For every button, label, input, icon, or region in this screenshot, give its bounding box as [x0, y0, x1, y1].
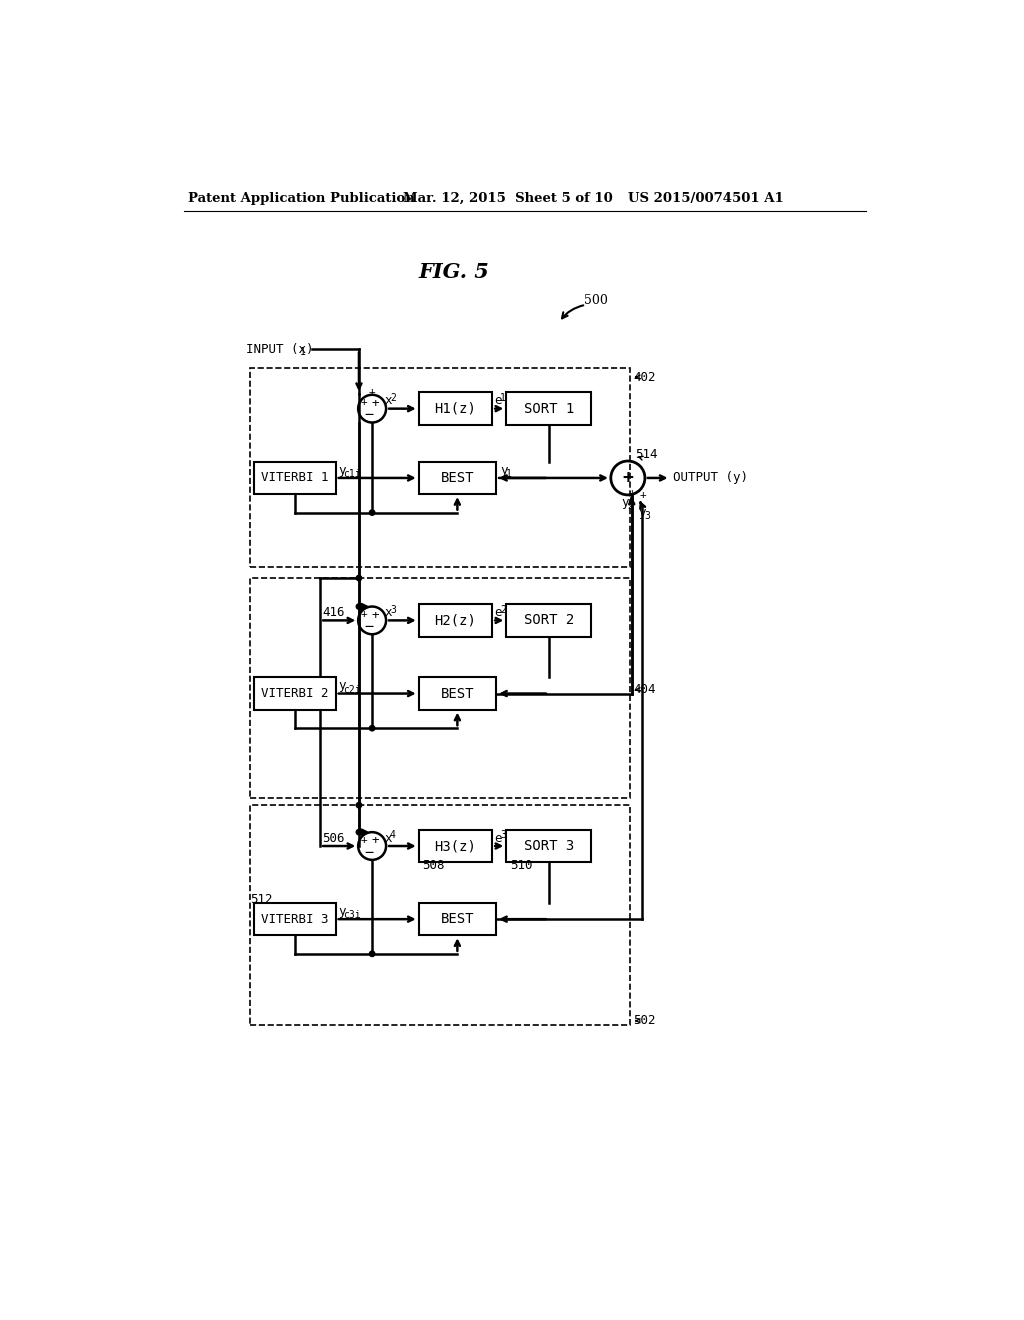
Bar [251, 578, 630, 797]
Text: +: + [361, 397, 368, 408]
Text: x: x [385, 832, 392, 845]
Text: e: e [495, 832, 502, 845]
Text: Patent Application Publication: Patent Application Publication [188, 191, 415, 205]
Text: 500: 500 [584, 294, 607, 308]
Text: H1(z): H1(z) [434, 401, 476, 416]
Text: x: x [385, 606, 392, 619]
Circle shape [356, 803, 361, 808]
Text: 3: 3 [644, 511, 650, 521]
Text: −: − [365, 619, 374, 634]
Bar [419, 903, 496, 936]
Text: 508: 508 [423, 859, 445, 871]
Bar [254, 903, 336, 936]
Text: −: − [365, 408, 374, 422]
Text: OUTPUT (y): OUTPUT (y) [673, 471, 748, 484]
Text: BEST: BEST [440, 471, 474, 484]
Text: ): ) [305, 343, 313, 356]
Text: 506: 506 [323, 832, 345, 845]
Text: +: + [372, 609, 379, 622]
Bar [251, 805, 630, 1024]
Text: y: y [500, 463, 508, 477]
Text: BEST: BEST [440, 686, 474, 701]
Text: +: + [640, 490, 647, 500]
Bar [506, 392, 592, 425]
Text: +: + [629, 488, 635, 499]
Text: 4: 4 [390, 830, 396, 841]
Text: c3i: c3i [343, 911, 361, 920]
Bar [506, 830, 592, 862]
Text: 404: 404 [633, 684, 655, 696]
Text: 2: 2 [628, 502, 633, 511]
Text: SORT 2: SORT 2 [523, 614, 573, 627]
Text: +: + [369, 387, 376, 397]
Text: 3: 3 [390, 605, 396, 615]
Text: c1i: c1i [343, 469, 361, 479]
Text: 1: 1 [500, 393, 506, 403]
Text: 416: 416 [323, 606, 345, 619]
Text: +: + [361, 834, 368, 845]
Text: Mar. 12, 2015  Sheet 5 of 10: Mar. 12, 2015 Sheet 5 of 10 [403, 191, 613, 205]
Circle shape [356, 576, 361, 581]
Text: H3(z): H3(z) [434, 840, 476, 853]
Text: H2(z): H2(z) [434, 614, 476, 627]
Text: 2: 2 [500, 605, 506, 615]
Text: VITERBI 1: VITERBI 1 [261, 471, 329, 484]
Circle shape [356, 829, 361, 834]
Text: 514: 514 [636, 449, 658, 462]
Circle shape [370, 510, 375, 515]
Text: y: y [638, 506, 645, 519]
Text: SORT 1: SORT 1 [523, 401, 573, 416]
Bar [419, 830, 493, 862]
Text: x: x [385, 395, 392, 408]
Text: c2i: c2i [343, 685, 361, 694]
Bar [254, 677, 336, 710]
Text: y: y [338, 680, 345, 693]
Text: +: + [623, 469, 633, 487]
Text: y: y [622, 496, 630, 510]
Text: INPUT (x: INPUT (x [246, 343, 306, 356]
Text: +: + [372, 834, 379, 847]
Text: 3: 3 [500, 830, 506, 841]
Text: SORT 3: SORT 3 [523, 840, 573, 853]
Circle shape [370, 952, 375, 957]
Bar [419, 605, 493, 636]
Bar [254, 462, 336, 494]
Text: +: + [372, 397, 379, 409]
Text: VITERBI 3: VITERBI 3 [261, 912, 329, 925]
Text: 1: 1 [506, 469, 511, 479]
Text: y: y [338, 463, 345, 477]
Text: −: − [365, 845, 374, 859]
Text: +: + [361, 610, 368, 619]
Text: 502: 502 [633, 1014, 655, 1027]
Circle shape [370, 726, 375, 731]
Bar [419, 677, 496, 710]
Text: 2: 2 [390, 393, 396, 403]
Text: y: y [338, 906, 345, 917]
Bar [251, 368, 630, 566]
Bar [419, 462, 496, 494]
Bar [506, 605, 592, 636]
Text: FIG. 5: FIG. 5 [418, 263, 488, 282]
Text: 402: 402 [633, 371, 655, 384]
Text: BEST: BEST [440, 912, 474, 927]
Circle shape [356, 603, 361, 610]
Text: 512: 512 [251, 894, 273, 907]
Text: 1: 1 [300, 347, 306, 358]
Text: e: e [495, 606, 502, 619]
Bar [419, 392, 493, 425]
Text: 510: 510 [510, 859, 532, 871]
Text: US 2015/0074501 A1: US 2015/0074501 A1 [628, 191, 783, 205]
Text: VITERBI 2: VITERBI 2 [261, 686, 329, 700]
Text: e: e [495, 395, 502, 408]
